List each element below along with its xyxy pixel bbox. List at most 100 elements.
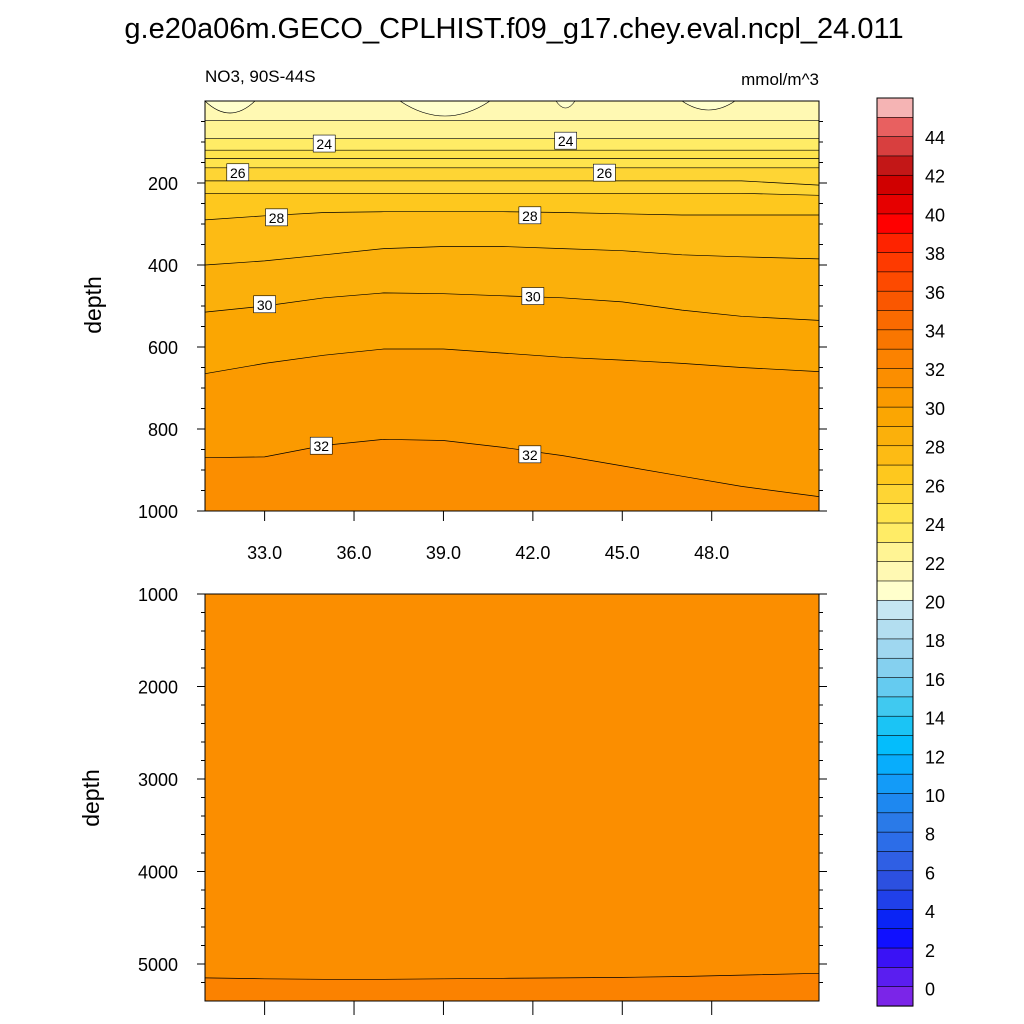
colorbar-swatch (876, 715, 914, 737)
colorbar-label: 26 (925, 476, 945, 496)
colorbar-swatch (876, 174, 914, 196)
upper-x-tick-label: 39.0 (426, 543, 461, 563)
contour-label-text: 26 (230, 165, 246, 181)
contour-label-text: 28 (269, 210, 285, 226)
colorbar-label: 16 (925, 670, 945, 690)
colorbar-swatch (876, 638, 914, 659)
contour-label-box (518, 445, 542, 464)
colorbar-swatch (876, 928, 914, 949)
colorbar-label: 30 (925, 399, 945, 419)
upper-x-tick-label: 33.0 (247, 543, 282, 563)
contour-label: 28 (518, 206, 542, 225)
colorbar-swatch (876, 368, 914, 389)
upper-contour-line (204, 292, 820, 321)
colorbar-swatch (876, 503, 914, 524)
upper-fill-band (205, 439, 819, 511)
contour-label-box (554, 131, 577, 150)
lower-fill (205, 594, 819, 1001)
contour-label-box (518, 206, 542, 225)
colorbar-swatch (876, 213, 914, 234)
colorbar-swatch (876, 445, 914, 466)
colorbar-swatch (876, 406, 914, 428)
colorbar-label: 0 (925, 980, 935, 1000)
contour-label: 28 (265, 208, 288, 227)
colorbar-label: 2 (925, 941, 935, 961)
colorbar-swatch (876, 290, 914, 312)
colorbar-swatch (876, 986, 914, 1007)
colorbar-swatch (876, 657, 914, 679)
contour-label-box (593, 163, 616, 182)
contour-label: 32 (518, 445, 542, 464)
colorbar-swatch (876, 909, 914, 930)
colorbar-swatch (876, 542, 914, 563)
colorbar-label: 28 (925, 438, 945, 458)
colorbar-swatch (876, 252, 914, 273)
contour-label-text: 32 (313, 438, 329, 454)
contour-label-box (253, 295, 276, 314)
colorbar-swatch (876, 329, 914, 350)
contour-label: 30 (253, 295, 276, 314)
lower-y-tick-label: 1000 (138, 585, 178, 605)
upper-y-tick-label: 600 (148, 338, 178, 358)
upper-x-tick-label: 36.0 (337, 543, 372, 563)
colorbar-swatch (876, 484, 914, 505)
colorbar-label: 20 (925, 592, 945, 612)
upper-contour-line (205, 192, 820, 196)
colorbar-swatch (876, 735, 914, 756)
colorbar-swatch (876, 348, 914, 370)
lower-fill-band (205, 973, 819, 1001)
colorbar-swatch (876, 812, 914, 833)
colorbar-swatch (876, 851, 914, 872)
colorbar-label: 6 (925, 863, 935, 883)
colorbar-label: 18 (925, 631, 945, 651)
colorbar-swatch (876, 117, 914, 138)
colorbar-swatch (876, 580, 914, 601)
colorbar-swatch (876, 889, 914, 911)
contour-label-box (521, 287, 545, 305)
upper-x-tick-label: 45.0 (605, 543, 640, 563)
contour-label-text: 32 (522, 447, 538, 463)
colorbar-label: 38 (925, 244, 945, 264)
colorbar-label: 42 (925, 167, 945, 187)
upper-contour-line (204, 348, 820, 375)
contour-label-text: 28 (522, 208, 538, 224)
variable-subtitle: NO3, 90S-44S (205, 67, 316, 86)
contour-label-text: 30 (257, 297, 273, 313)
upper-y-tick-label: 400 (148, 256, 178, 276)
contour-label-box (312, 134, 336, 153)
colorbar-swatch (876, 136, 914, 157)
contour-label-box (265, 208, 288, 227)
contour-label: 24 (312, 134, 336, 153)
units-subtitle: mmol/m^3 (741, 70, 819, 89)
colorbar-label: 22 (925, 554, 945, 574)
contour-label-box (226, 163, 250, 182)
upper-contour-line (204, 211, 819, 221)
upper-x-tick-label: 48.0 (694, 543, 729, 563)
lower-y-axis-label: depth (78, 769, 104, 827)
colorbar-swatch (876, 464, 914, 485)
contour-label-text: 30 (525, 289, 541, 305)
colorbar-swatch (876, 426, 914, 447)
lower-y-tick-label: 4000 (138, 863, 178, 883)
upper-contour-line (204, 438, 820, 497)
colorbar-label: 36 (925, 283, 945, 303)
surface-patch (399, 100, 491, 117)
colorbar-swatch (876, 677, 914, 698)
lower-y-tick-label: 2000 (138, 678, 178, 698)
upper-y-tick-label: 200 (148, 174, 178, 194)
contour-label: 26 (593, 163, 616, 182)
colorbar-swatch (876, 773, 914, 795)
colorbar-label: 10 (925, 786, 945, 806)
colorbar-swatch (876, 619, 914, 640)
lower-contour-line (204, 972, 820, 980)
contour-label: 26 (226, 163, 250, 182)
colorbar-label: 4 (925, 902, 935, 922)
colorbar-swatch (876, 271, 914, 292)
contour-label-box (309, 436, 333, 455)
contour-label-text: 24 (558, 133, 574, 149)
contour-label: 24 (554, 131, 577, 150)
colorbar-swatch (876, 561, 914, 582)
colorbar-label: 32 (925, 360, 945, 380)
contour-label: 32 (309, 436, 333, 455)
